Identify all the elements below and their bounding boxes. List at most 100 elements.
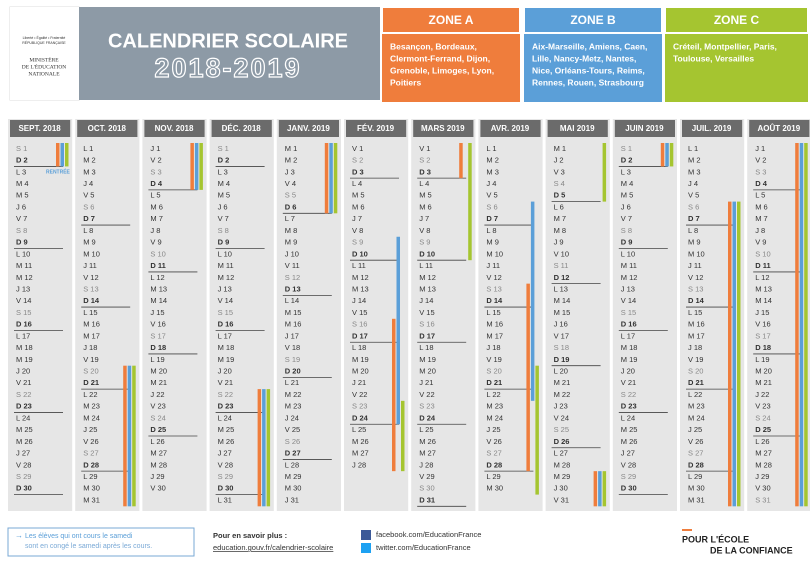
month-tab: [480, 120, 541, 137]
day: M 4: [621, 179, 634, 188]
vacation-bar: [266, 389, 271, 507]
day: L 20: [554, 367, 568, 376]
day: M 6: [150, 202, 163, 211]
day: M 11: [218, 261, 234, 270]
day: L 14: [285, 296, 299, 305]
month-column: [545, 119, 610, 511]
day: D 16: [218, 320, 234, 329]
month-tab: [211, 120, 272, 137]
day: M 27: [755, 449, 772, 458]
vacation-bar: [593, 471, 598, 507]
day: J 3: [285, 167, 295, 176]
day: M 26: [621, 437, 638, 446]
day: S 30: [419, 484, 434, 493]
day: L 26: [755, 437, 769, 446]
vacation-bar: [665, 143, 669, 167]
day: M 4: [16, 179, 29, 188]
day: S 20: [83, 367, 98, 376]
month-label: OCT. 2018: [88, 124, 127, 133]
day: V 24: [554, 413, 569, 422]
day: M 31: [688, 495, 705, 504]
day: L 29: [486, 472, 500, 481]
day: D 11: [755, 261, 770, 270]
day: S 5: [285, 191, 296, 200]
day: S 27: [688, 449, 703, 458]
day: M 9: [688, 238, 701, 247]
day: M 3: [688, 167, 701, 176]
day: V 1: [352, 144, 363, 153]
day: D 21: [83, 378, 99, 387]
day: S 22: [218, 390, 233, 399]
day: D 14: [83, 296, 100, 305]
footer-twitter[interactable]: twitter.com/EducationFrance: [376, 543, 471, 552]
day: M 21: [554, 378, 571, 387]
day: S 2: [352, 156, 363, 165]
day: V 30: [150, 484, 165, 493]
day: D 4: [150, 179, 163, 188]
day: M 20: [755, 367, 772, 376]
day: L 17: [218, 331, 232, 340]
logo-motto: Liberté • Égalité • Fraternité: [23, 35, 66, 40]
note-box: [7, 527, 195, 557]
logo-ministry: NATIONALE: [28, 71, 60, 77]
day: M 3: [83, 167, 96, 176]
day: D 16: [621, 320, 637, 329]
day: V 8: [419, 226, 430, 235]
vacation-bar: [799, 143, 804, 507]
day: S 26: [285, 437, 300, 446]
day: D 2: [621, 156, 633, 165]
footer-link[interactable]: education.gouv.fr/calendrier-scolaire: [213, 543, 333, 552]
day: M 21: [755, 378, 772, 387]
day: S 25: [554, 425, 569, 434]
day: M 10: [688, 249, 705, 258]
day: M 12: [352, 273, 369, 282]
day: L 12: [755, 273, 769, 282]
vacation-bar: [262, 389, 266, 507]
day: D 13: [285, 284, 301, 293]
zone-name: ZONE B: [570, 13, 616, 27]
day: M 22: [285, 390, 302, 399]
day: S 3: [150, 167, 161, 176]
vacation-bar: [65, 143, 69, 167]
day: J 28: [419, 460, 433, 469]
day: D 9: [16, 238, 28, 247]
zone-head: [664, 6, 809, 34]
day: D 26: [554, 437, 570, 446]
vacation-bar: [127, 365, 132, 507]
day: V 10: [554, 249, 569, 258]
footer-facebook[interactable]: facebook.com/EducationFrance: [376, 530, 481, 539]
month-column: [612, 119, 677, 511]
day: J 11: [83, 261, 97, 270]
day: L 17: [621, 331, 635, 340]
day: M 28: [554, 460, 571, 469]
month-label: SEPT. 2018: [18, 124, 61, 133]
day: L 25: [352, 425, 366, 434]
day: J 18: [486, 343, 500, 352]
day: L 22: [83, 390, 97, 399]
logo-republic: RÉPUBLIQUE FRANÇAISE: [22, 40, 66, 45]
day: V 22: [352, 390, 367, 399]
day: S 9: [352, 238, 363, 247]
day: L 13: [554, 284, 568, 293]
day: M 12: [218, 273, 235, 282]
day: S 6: [486, 202, 497, 211]
logo-ministry: DE L'ÉDUCATION: [22, 62, 67, 70]
day: S 13: [83, 284, 98, 293]
day: M 16: [83, 320, 100, 329]
day: S 22: [621, 390, 636, 399]
day: V 5: [688, 191, 699, 200]
day: S 11: [554, 261, 569, 270]
day: D 17: [419, 331, 435, 340]
day: S 3: [755, 167, 766, 176]
day: M 11: [621, 261, 637, 270]
day: S 6: [688, 202, 699, 211]
day: J 21: [352, 378, 366, 387]
day: M 19: [419, 355, 436, 364]
day: J 22: [150, 390, 164, 399]
day: J 20: [16, 367, 30, 376]
day: D 7: [486, 214, 498, 223]
day: S 8: [621, 226, 632, 235]
day: M 18: [218, 343, 235, 352]
day: J 31: [285, 495, 299, 504]
